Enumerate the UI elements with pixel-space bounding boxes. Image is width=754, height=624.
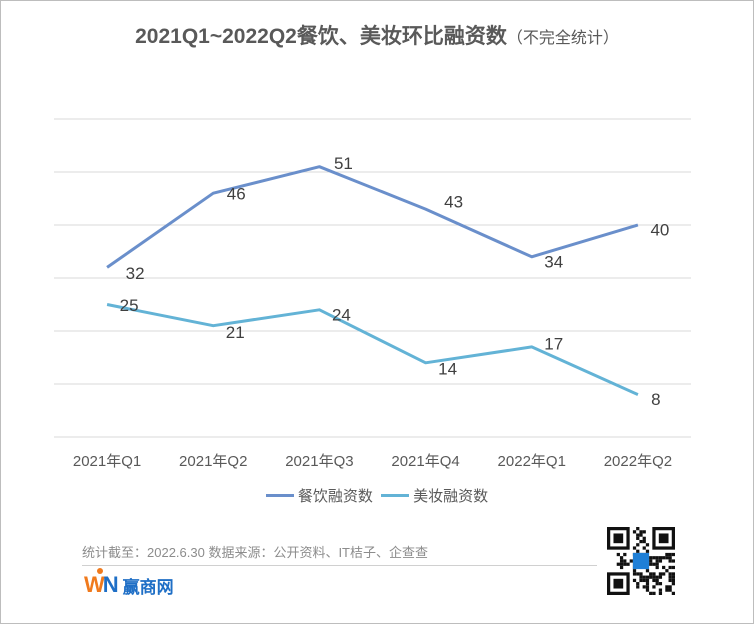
data-label: 21: [226, 323, 245, 342]
data-label: 46: [227, 185, 246, 204]
chart-title-main: 2021Q1~2022Q2餐饮、美妆环比融资数: [135, 25, 507, 48]
series-line-2: [106, 303, 639, 396]
data-label: 34: [544, 252, 563, 271]
series-lines: [106, 165, 639, 396]
data-label: 17: [544, 334, 563, 353]
legend-swatch-catering: [265, 494, 294, 497]
chart-title: 2021Q1~2022Q2餐饮、美妆环比融资数（不完全统计）: [0, 20, 754, 50]
data-label: 25: [120, 296, 139, 315]
legend-label-beauty: 美妆融资数: [413, 488, 489, 505]
chart-legend: 餐饮融资数 美妆融资数: [0, 484, 754, 506]
x-tick-label: 2022年Q1: [498, 453, 566, 470]
x-tick-label: 2021年Q3: [285, 453, 353, 470]
source-note: 统计截至：2022.6.30 数据来源：公开资料、IT桔子、企查查: [82, 545, 428, 560]
footer-divider: [82, 565, 597, 566]
logo-mark-w: W: [84, 572, 105, 597]
logo-mark-n: N: [96, 568, 119, 598]
gridlines: [54, 118, 691, 438]
x-tick-label: 2021年Q4: [391, 453, 459, 470]
data-labels: 32 46 51 43 34 40 25 21 24 14 17 8: [120, 154, 670, 409]
x-tick-label: 2021年Q2: [179, 453, 247, 470]
logo-dot-icon: [96, 568, 103, 574]
data-label: 43: [444, 193, 463, 212]
legend-item-catering: 餐饮融资数: [265, 485, 373, 506]
data-label: 32: [126, 264, 145, 283]
logo-text: 赢商网: [122, 577, 174, 597]
series-line-1: [106, 165, 639, 269]
qr-code-icon[interactable]: [607, 527, 675, 595]
x-axis-labels: 2021年Q1 2021年Q2 2021年Q3 2021年Q4 2022年Q1 2022年…: [73, 453, 672, 470]
x-tick-label: 2021年Q1: [73, 453, 141, 470]
legend-item-beauty: 美妆融资数: [381, 485, 488, 506]
x-tick-label: 2022年Q2: [604, 453, 672, 470]
data-label: 40: [650, 220, 669, 239]
logo-mark-n-text: N: [102, 572, 119, 597]
legend-label-catering: 餐饮融资数: [297, 488, 373, 505]
data-label: 8: [651, 390, 660, 409]
data-label: 14: [438, 359, 457, 378]
legend-swatch-beauty: [381, 494, 410, 497]
data-label: 24: [332, 305, 351, 324]
data-label: 51: [334, 154, 353, 173]
chart-title-sub: （不完全统计）: [506, 30, 619, 47]
